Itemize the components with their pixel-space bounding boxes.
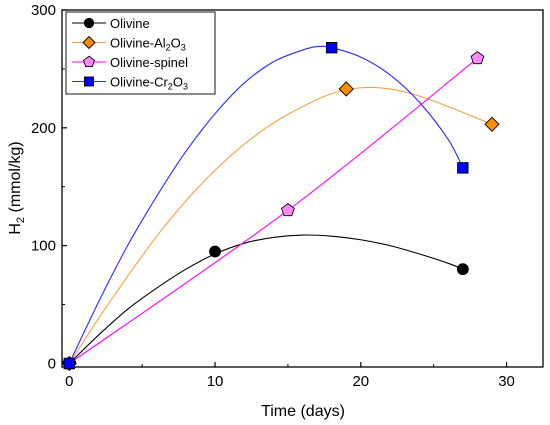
legend-label-olivine-spinel: Olivine-spinel xyxy=(110,55,188,70)
plot-frame xyxy=(61,9,544,368)
x-tick-label: 20 xyxy=(352,373,369,390)
series-markers xyxy=(61,42,500,372)
x-tick-label: 30 xyxy=(498,373,515,390)
legend-subscript: 3 xyxy=(183,82,188,92)
data-point-olivine-al2o3 xyxy=(484,116,500,132)
series-line-olivine xyxy=(68,234,464,364)
legend-subscript: 2 xyxy=(166,43,171,53)
data-point-olivine-spinel xyxy=(470,51,485,65)
legend-label-olivine: Olivine xyxy=(110,16,150,31)
legend-text-part: Olivine xyxy=(110,16,150,31)
legend-text-part: Olivine-Al xyxy=(110,36,166,51)
data-point-olivine-cr2o3 xyxy=(325,42,338,54)
legend-marker-olivine-spinel xyxy=(83,55,95,68)
y-tick-label: 0 xyxy=(48,355,56,372)
y-axis-title-sub: 2 xyxy=(15,217,27,223)
legend-text-part: O xyxy=(173,75,183,90)
legend-label-olivine-al2o3: Olivine-Al2O3 xyxy=(110,36,186,53)
data-point-olivine-al2o3 xyxy=(338,81,354,97)
legend: OlivineOlivine-Al2O3Olivine-spinelOlivin… xyxy=(65,11,216,95)
y-axis-title: H2 (mmol/kg) xyxy=(7,141,27,234)
series-line-olivine-al2o3 xyxy=(68,86,493,364)
x-tick-label: 0 xyxy=(65,373,73,390)
series-line-olivine-cr2o3 xyxy=(68,45,464,364)
legend-marker-olivine-cr2o3 xyxy=(84,76,94,87)
legend-subscript: 3 xyxy=(181,43,186,53)
y-axis-title-main: H xyxy=(7,223,24,235)
data-point-olivine xyxy=(456,263,469,276)
legend-marker-olivine-al2o3 xyxy=(82,35,96,50)
data-point-olivine-spinel xyxy=(281,203,295,217)
legend-label-olivine-cr2o3: Olivine-Cr2O3 xyxy=(110,75,188,92)
y-tick-label: 200 xyxy=(31,120,56,137)
legend-text-part: O xyxy=(171,36,181,51)
data-point-olivine xyxy=(209,245,221,258)
y-axis-title-rest: (mmol/kg) xyxy=(7,141,24,217)
y-tick-label: 100 xyxy=(31,238,56,255)
legend-text-part: Olivine-spinel xyxy=(110,55,188,70)
data-point-olivine-cr2o3 xyxy=(457,162,469,174)
series-line-olivine-spinel xyxy=(68,57,478,364)
data-point-olivine-cr2o3 xyxy=(63,357,75,370)
legend-text-part: Olivine-Cr xyxy=(110,75,168,90)
x-tick-label: 10 xyxy=(207,373,224,390)
x-axis-title: Time (days) xyxy=(261,403,345,420)
y-tick-label: 300 xyxy=(31,2,56,19)
legend-marker-olivine xyxy=(83,17,95,29)
legend-subscript: 2 xyxy=(168,82,173,92)
